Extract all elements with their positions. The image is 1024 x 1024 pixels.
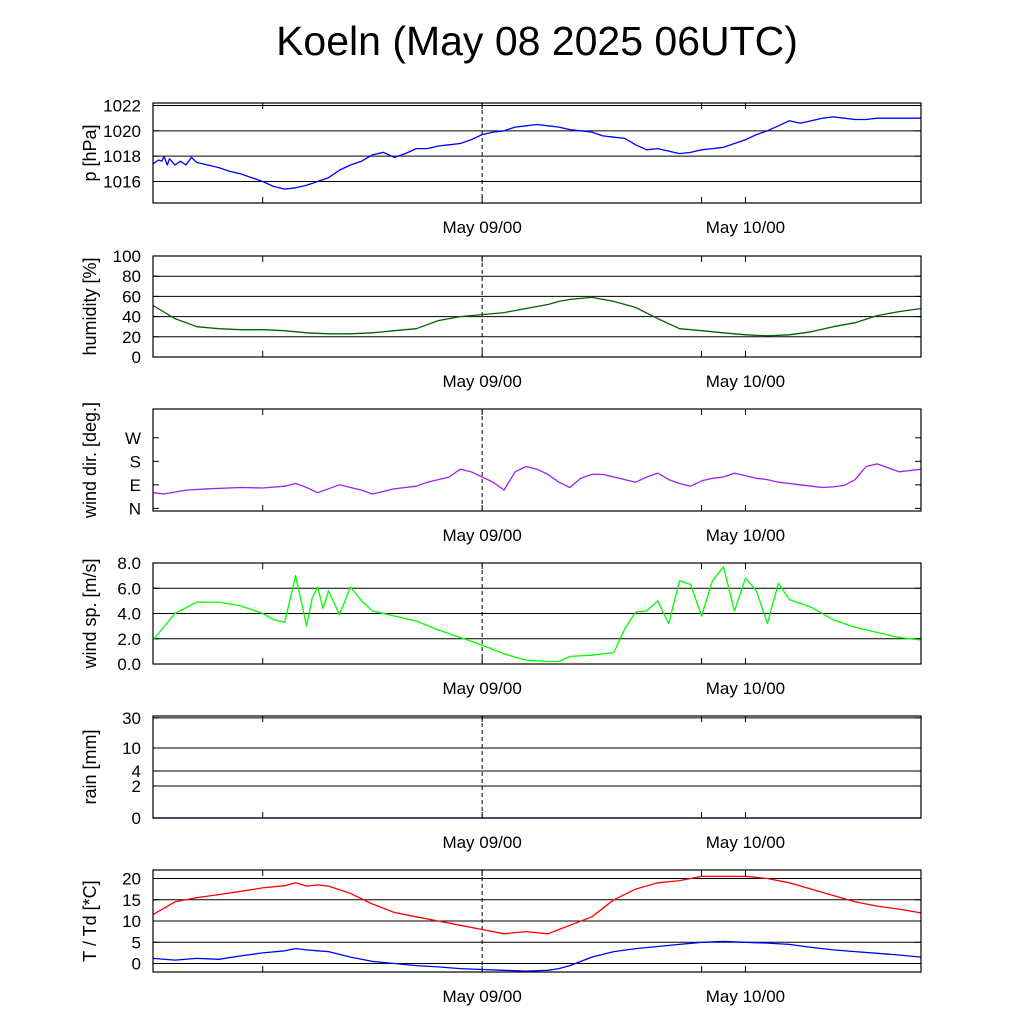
- humidity-x-tick-label: May 10/00: [706, 372, 785, 391]
- humidity-frame: [152, 255, 922, 358]
- pressure-series-line: [152, 116, 921, 190]
- wind_direction-frame: [152, 408, 922, 512]
- temperature-y-tick-label: 20: [122, 870, 141, 889]
- rain-x-tick-label: May 10/00: [706, 833, 785, 852]
- wind_speed-y-tick-label: 0.0: [117, 655, 141, 674]
- humidity-y-tick-label: 40: [122, 308, 141, 327]
- rain-y-axis-label: rain [mm]: [80, 729, 100, 804]
- rain-frame: [152, 715, 922, 819]
- temperature-frame: [152, 869, 922, 973]
- humidity-y-tick-label: 100: [113, 247, 141, 266]
- pressure-y-tick-label: 1018: [103, 147, 141, 166]
- wind_direction-x-tick-label: May 09/00: [442, 526, 521, 545]
- temperature-y-tick-label: 10: [122, 912, 141, 931]
- humidity-x-tick-label: May 09/00: [442, 372, 521, 391]
- temperature-y-tick-label: 5: [132, 933, 141, 952]
- wind_speed-y-axis-label: wind sp. [m/s]: [80, 558, 100, 669]
- wind_speed-x-tick-label: May 10/00: [706, 679, 785, 698]
- pressure-y-axis-label: p [hPa]: [80, 124, 100, 181]
- wind_direction-y-tick-label: S: [130, 452, 141, 471]
- temperature-x-tick-label: May 10/00: [706, 987, 785, 1006]
- wind_speed-y-tick-label: 2.0: [117, 630, 141, 649]
- wind_direction-x-tick-label: May 10/00: [706, 526, 785, 545]
- pressure-frame: [152, 102, 922, 204]
- wind_direction-series-line: [152, 463, 922, 495]
- rain-y-tick-label: 0: [132, 809, 141, 828]
- rain-y-tick-label: 10: [122, 739, 141, 758]
- humidity-y-tick-label: 20: [122, 328, 141, 347]
- humidity-series-line: [152, 296, 922, 337]
- humidity-y-tick-label: 80: [122, 267, 141, 286]
- chart-title: Koeln (May 08 2025 06UTC): [276, 18, 798, 64]
- wind_speed-x-tick-label: May 09/00: [442, 679, 521, 698]
- wind_speed-series-line: [152, 566, 922, 663]
- temperature-series-line-td: [152, 940, 922, 972]
- temperature-y-axis-label: T / Td [*C]: [80, 880, 100, 961]
- rain-y-tick-label: 4: [132, 762, 141, 781]
- temperature-series-line-t: [152, 875, 922, 935]
- pressure-y-tick-label: 1022: [103, 97, 141, 116]
- temperature-y-tick-label: 0: [132, 955, 141, 974]
- wind_speed-y-tick-label: 4.0: [117, 605, 141, 624]
- rain-y-tick-label: 2: [132, 777, 141, 796]
- wind_direction-y-tick-label: E: [130, 476, 141, 495]
- wind_speed-frame: [152, 562, 922, 665]
- wind_direction-y-tick-label: N: [129, 499, 141, 518]
- temperature-y-tick-label: 15: [122, 891, 141, 910]
- humidity-y-tick-label: 60: [122, 287, 141, 306]
- pressure-y-tick-label: 1016: [103, 172, 141, 191]
- pressure-x-tick-label: May 09/00: [442, 218, 521, 237]
- wind_direction-y-axis-label: wind dir. [deg.]: [80, 402, 100, 519]
- wind_direction-y-tick-label: W: [125, 429, 141, 448]
- rain-y-tick-label: 30: [122, 709, 141, 728]
- pressure-y-tick-label: 1020: [103, 122, 141, 141]
- wind_speed-y-tick-label: 6.0: [117, 579, 141, 598]
- rain-x-tick-label: May 09/00: [442, 833, 521, 852]
- humidity-y-axis-label: humidity [%]: [80, 257, 100, 355]
- humidity-y-tick-label: 0: [132, 348, 141, 367]
- pressure-x-tick-label: May 10/00: [706, 218, 785, 237]
- temperature-x-tick-label: May 09/00: [442, 987, 521, 1006]
- wind_speed-y-tick-label: 8.0: [117, 554, 141, 573]
